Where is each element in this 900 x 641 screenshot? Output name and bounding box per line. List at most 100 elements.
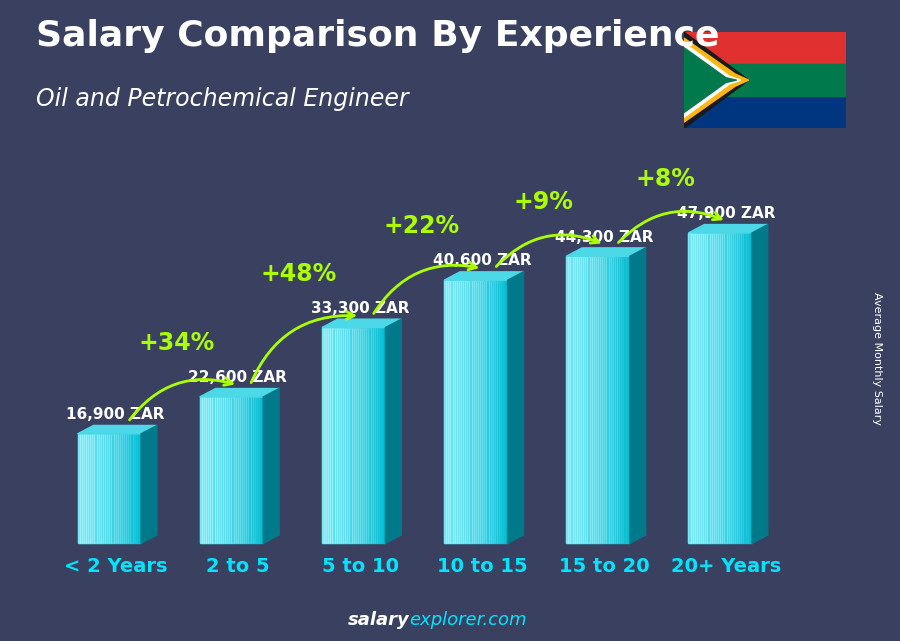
Bar — [688, 233, 690, 544]
Bar — [448, 280, 450, 544]
Polygon shape — [684, 47, 736, 113]
Bar — [383, 328, 385, 544]
Bar — [362, 328, 364, 544]
Bar — [690, 233, 693, 544]
Bar — [347, 328, 349, 544]
Bar — [93, 434, 94, 544]
Bar — [731, 233, 733, 544]
Bar — [379, 328, 382, 544]
Polygon shape — [688, 224, 768, 233]
Bar — [324, 328, 326, 544]
Bar — [448, 280, 450, 544]
Bar — [236, 397, 238, 544]
Bar — [735, 233, 737, 544]
Bar — [495, 280, 497, 544]
Bar — [77, 434, 80, 544]
Bar — [733, 233, 735, 544]
Bar — [208, 397, 211, 544]
Bar — [461, 280, 464, 544]
Bar — [585, 256, 588, 544]
Bar — [103, 434, 105, 544]
Bar — [330, 328, 332, 544]
Bar — [739, 233, 742, 544]
Bar — [256, 397, 259, 544]
Text: 47,900 ZAR: 47,900 ZAR — [678, 206, 776, 221]
Bar — [230, 397, 231, 544]
Bar — [364, 328, 366, 544]
Bar — [473, 280, 476, 544]
Bar — [107, 434, 109, 544]
Bar — [484, 280, 486, 544]
Bar — [724, 233, 726, 544]
Bar — [105, 434, 107, 544]
Bar — [707, 233, 709, 544]
Text: +9%: +9% — [513, 190, 573, 214]
Bar — [501, 280, 503, 544]
Bar — [703, 233, 706, 544]
Text: +48%: +48% — [261, 262, 337, 286]
Bar — [202, 397, 204, 544]
Bar — [495, 280, 497, 544]
Bar — [90, 434, 93, 544]
Bar — [699, 233, 701, 544]
Bar — [234, 397, 236, 544]
Bar — [126, 434, 129, 544]
Bar — [337, 328, 338, 544]
Bar — [716, 233, 718, 544]
Bar — [356, 328, 358, 544]
Text: +22%: +22% — [383, 214, 459, 238]
Bar — [135, 434, 137, 544]
Bar — [497, 280, 500, 544]
Bar — [735, 233, 737, 544]
Bar — [352, 328, 354, 544]
Bar — [204, 397, 206, 544]
Bar — [120, 434, 122, 544]
Bar — [621, 256, 624, 544]
Bar — [594, 256, 596, 544]
Bar — [122, 434, 124, 544]
Bar — [129, 434, 130, 544]
Bar — [572, 256, 575, 544]
Bar — [453, 280, 454, 544]
Bar — [575, 256, 577, 544]
Bar — [583, 256, 585, 544]
Bar — [693, 233, 695, 544]
Text: +34%: +34% — [139, 331, 215, 355]
Bar — [624, 256, 625, 544]
Bar — [247, 397, 248, 544]
Bar — [240, 397, 242, 544]
Bar — [446, 280, 448, 544]
Bar — [349, 328, 352, 544]
Bar — [581, 256, 583, 544]
Bar — [343, 328, 346, 544]
Bar — [626, 256, 627, 544]
Bar — [697, 233, 699, 544]
Bar — [255, 397, 256, 544]
Bar — [482, 280, 484, 544]
Bar — [594, 256, 596, 544]
Bar — [236, 397, 238, 544]
Polygon shape — [263, 388, 279, 544]
Bar — [724, 233, 726, 544]
Bar — [253, 397, 255, 544]
Bar — [335, 328, 337, 544]
Bar — [465, 280, 467, 544]
Bar — [328, 328, 330, 544]
Bar — [135, 434, 137, 544]
Bar — [577, 256, 579, 544]
Bar — [96, 434, 99, 544]
Bar — [613, 256, 615, 544]
Text: 5 to 10: 5 to 10 — [321, 557, 399, 576]
Bar — [506, 280, 508, 544]
Bar — [585, 256, 588, 544]
Bar — [497, 280, 500, 544]
Bar — [139, 434, 141, 544]
Bar — [598, 256, 600, 544]
Bar — [101, 434, 103, 544]
Bar — [250, 397, 253, 544]
Bar — [627, 256, 630, 544]
Bar — [80, 434, 82, 544]
Bar — [244, 397, 247, 544]
Bar — [706, 233, 707, 544]
Bar — [132, 434, 135, 544]
